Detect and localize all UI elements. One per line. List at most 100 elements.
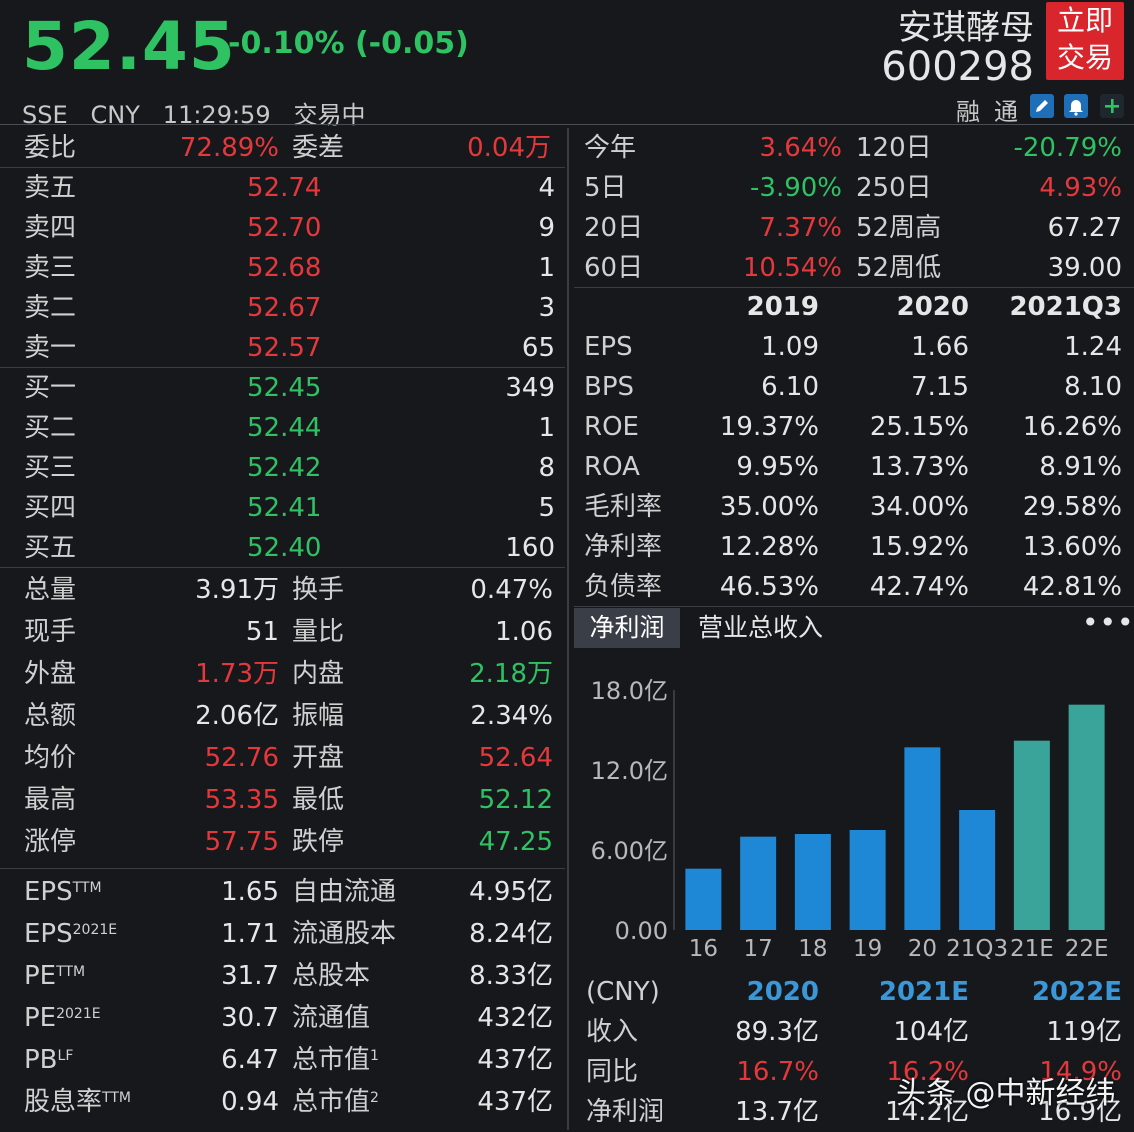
y-tick-label: 12.0亿	[591, 757, 668, 785]
period-return: 4.93%	[1039, 173, 1122, 203]
order-volume: 8	[538, 453, 555, 483]
trade-button-line2: 交易	[1056, 41, 1113, 74]
label-superscript: TTM	[56, 964, 86, 980]
valuation-label: 总市值2	[292, 1087, 379, 1117]
financial-year-header: 2019	[746, 292, 819, 322]
more-menu-icon[interactable]: •••	[1082, 606, 1134, 639]
tab-net-profit[interactable]: 净利润	[574, 608, 680, 648]
stock-code: 600298	[881, 44, 1034, 90]
forecast-value: 16.9亿	[1038, 1097, 1122, 1127]
valuation-row: PETTM 31.7 总股本 8.33亿	[0, 955, 565, 997]
y-tick-label: 18.0亿	[591, 677, 668, 705]
stock-name: 安琪酵母	[898, 8, 1034, 48]
valuation-value: 437亿	[477, 1087, 553, 1117]
valuation-value: 31.7	[221, 961, 279, 991]
financial-value: 42.74%	[869, 572, 969, 602]
financial-year-header: 2020	[896, 292, 969, 322]
financial-value: 6.10	[761, 372, 819, 402]
valuation-label: 流通值	[292, 1003, 371, 1033]
order-price: 52.67	[247, 293, 322, 323]
valuation-row: PE2021E 30.7 流通值 432亿	[0, 997, 565, 1039]
stat-label: 总额	[24, 701, 77, 731]
valuation-value: 1.71	[221, 919, 279, 949]
stat-value: 1.73万	[195, 659, 279, 689]
stat-row: 最高 53.35 最低 52.12	[0, 779, 565, 821]
order-level-label: 卖四	[24, 213, 77, 243]
forecast-value: 16.2%	[886, 1057, 969, 1087]
valuation-value: 8.33亿	[469, 961, 553, 991]
performance-row: 60日 10.54% 52周低 39.00	[574, 248, 1134, 288]
valuation-label: PE2021E	[24, 1003, 101, 1033]
order-level-label: 买五	[24, 533, 77, 563]
period-return: 3.64%	[759, 133, 842, 163]
stat-label: 量比	[292, 617, 345, 647]
edit-icon[interactable]	[1030, 94, 1054, 118]
financial-row: 净利率 12.28% 15.92% 13.60%	[574, 527, 1134, 567]
valuation-value: 6.47	[221, 1045, 279, 1075]
tong-button[interactable]: 通	[994, 98, 1018, 126]
bar-20	[904, 747, 941, 930]
financial-value: 29.58%	[1022, 492, 1122, 522]
stat-value: 1.06	[495, 617, 553, 647]
stat-value: 52.76	[204, 743, 279, 773]
divider	[574, 606, 1134, 607]
order-price: 52.68	[247, 253, 322, 283]
valuation-value: 30.7	[221, 1003, 279, 1033]
order-price: 52.70	[247, 213, 322, 243]
bar-21Q3	[959, 810, 996, 930]
order-volume: 160	[505, 533, 555, 563]
stat-label: 总量	[24, 575, 77, 605]
financial-year-header: 2021Q3	[1009, 292, 1122, 322]
order-level-label: 买一	[24, 373, 77, 403]
x-tick-label: 21E	[1010, 936, 1054, 962]
stat-label: 最低	[292, 785, 345, 815]
order-book-row: 卖四 52.70 9	[0, 208, 565, 248]
alert-bell-icon[interactable]	[1064, 94, 1088, 118]
order-book-row: 买四 52.41 5	[0, 488, 565, 528]
y-tick-label: 6.00亿	[591, 837, 668, 865]
order-price: 52.41	[247, 493, 322, 523]
order-volume: 65	[521, 333, 555, 363]
financial-value: 16.26%	[1022, 412, 1122, 442]
order-volume: 9	[538, 213, 555, 243]
x-tick-label: 16	[689, 936, 718, 962]
financial-value: 42.81%	[1022, 572, 1122, 602]
order-volume: 3	[538, 293, 555, 323]
valuation-label: EPSTTM	[24, 877, 102, 907]
stat-value: 2.06亿	[195, 701, 279, 731]
order-level-label: 卖三	[24, 253, 77, 283]
valuation-row: 股息率TTM 0.94 总市值2 437亿	[0, 1081, 565, 1123]
period-return: 67.27	[1047, 213, 1122, 243]
financial-value: 7.15	[911, 372, 969, 402]
tab-total-revenue[interactable]: 营业总收入	[698, 613, 824, 642]
trade-now-button[interactable]: 立即 交易	[1046, 2, 1124, 80]
weibi-label: 委比	[24, 133, 77, 163]
stat-value: 57.75	[204, 827, 279, 857]
financials-header: 2019 2020 2021Q3	[574, 287, 1134, 327]
order-book-row: 卖一 52.57 65	[0, 328, 565, 368]
financial-label: ROE	[584, 412, 639, 442]
period-label: 5日	[584, 173, 627, 203]
bar-21E	[1013, 740, 1050, 930]
x-tick-label: 20	[908, 936, 937, 962]
rong-button[interactable]: 融	[956, 98, 980, 126]
order-volume: 1	[538, 413, 555, 443]
financial-value: 15.92%	[869, 532, 969, 562]
period-label: 52周低	[856, 253, 942, 283]
stat-value: 3.91万	[195, 575, 279, 605]
financial-label: EPS	[584, 332, 633, 362]
stat-value: 47.25	[478, 827, 553, 857]
x-tick-label: 19	[853, 936, 882, 962]
valuation-value: 432亿	[477, 1003, 553, 1033]
financial-label: 毛利率	[584, 492, 663, 522]
divider	[0, 868, 565, 869]
x-tick-label: 18	[798, 936, 827, 962]
order-price: 52.45	[247, 373, 322, 403]
stat-row: 涨停 57.75 跌停 47.25	[0, 821, 565, 863]
performance-row: 今年 3.64% 120日 -20.79%	[574, 128, 1134, 168]
valuation-label: 自由流通	[292, 877, 397, 907]
financial-row: EPS 1.09 1.66 1.24	[574, 327, 1134, 367]
financial-row: 毛利率 35.00% 34.00% 29.58%	[574, 487, 1134, 527]
add-watchlist-icon[interactable]	[1100, 94, 1124, 118]
bar-22E	[1068, 704, 1105, 930]
